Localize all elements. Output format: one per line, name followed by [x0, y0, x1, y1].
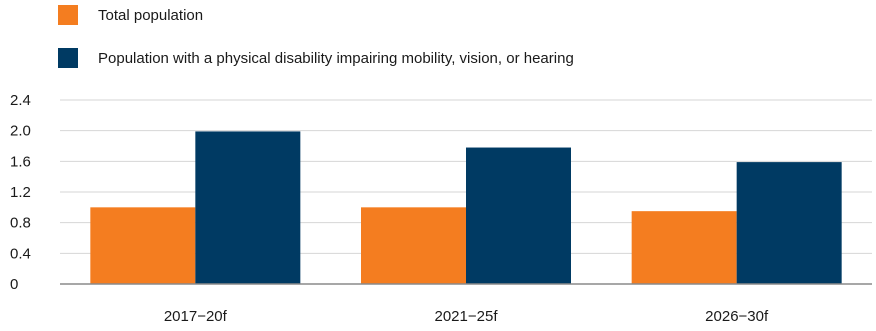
legend: Total population Population with a physic…: [58, 5, 574, 68]
x-axis-labels: 2017−20f 2021−25f 2026−30f: [164, 308, 769, 325]
legend-swatch-2: [58, 48, 78, 68]
bar-series2-cat2: [466, 147, 571, 284]
legend-label-2: Population with a physical disability im…: [98, 50, 574, 67]
y-tick-label: 1.6: [10, 153, 31, 170]
bar-series1-cat2: [361, 207, 466, 284]
x-tick-label: 2026−30f: [705, 308, 769, 325]
y-tick-label: 2.4: [10, 92, 31, 109]
bar-series1-cat1: [90, 207, 196, 284]
y-tick-label: 2.0: [10, 123, 31, 140]
bar-series2-cat3: [736, 162, 842, 284]
y-tick-label: 0.8: [10, 215, 31, 232]
y-tick-label: 1.2: [10, 184, 31, 201]
legend-label-1: Total population: [98, 7, 203, 24]
y-tick-label: 0.4: [10, 245, 31, 262]
x-tick-label: 2021−25f: [435, 308, 499, 325]
y-tick-label: 0: [10, 276, 18, 293]
y-axis: 0 0.4 0.8 1.2 1.6 2.0 2.4: [10, 92, 31, 293]
bar-series1-cat3: [631, 211, 737, 284]
x-tick-label: 2017−20f: [164, 308, 228, 325]
legend-swatch-1: [58, 5, 78, 25]
bar-series2-cat1: [195, 131, 301, 284]
bars: [90, 131, 842, 284]
